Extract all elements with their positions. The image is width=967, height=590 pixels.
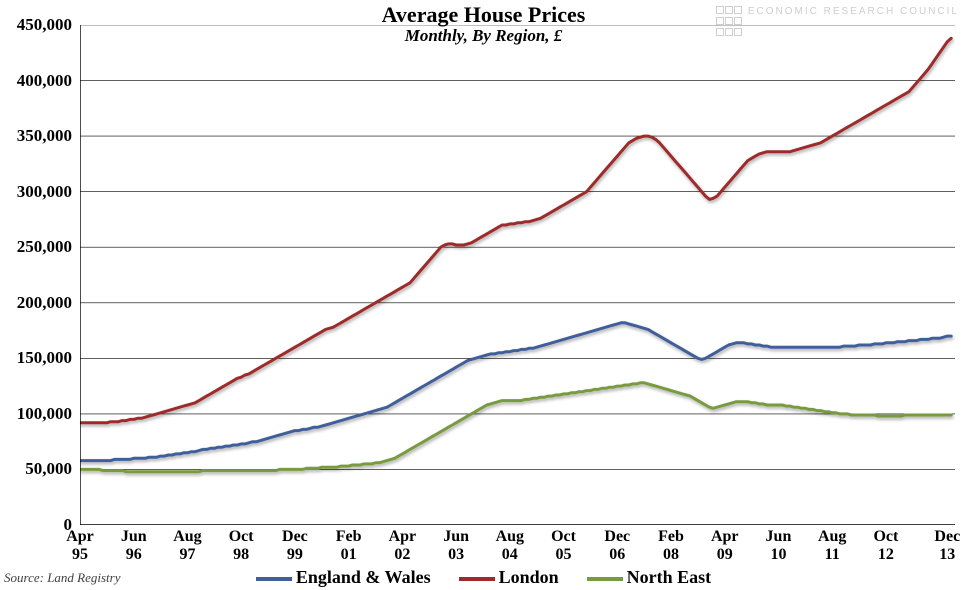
legend-label: North East <box>627 567 712 587</box>
series-england-wales <box>80 323 951 461</box>
x-tick-label: Aug97 <box>173 528 201 563</box>
legend-label: London <box>499 567 559 587</box>
chart-container: ECONOMIC RESEARCH COUNCIL Average House … <box>0 0 967 590</box>
series-london <box>80 38 951 423</box>
x-tick-label: Feb01 <box>336 528 362 563</box>
x-tick-label: Feb08 <box>658 528 684 563</box>
legend-swatch <box>587 577 623 581</box>
x-tick-label: Apr09 <box>711 528 739 563</box>
x-tick-label: Jun96 <box>121 528 147 563</box>
x-tick-label: Dec99 <box>282 528 308 563</box>
y-tick-label: 350,000 <box>17 126 72 146</box>
x-tick-label: Jun10 <box>766 528 792 563</box>
plot-area <box>80 25 955 525</box>
legend-label: England & Wales <box>296 567 431 587</box>
x-tick-label: Oct05 <box>551 528 576 563</box>
y-tick-label: 50,000 <box>25 459 72 479</box>
series-north-east <box>80 383 951 472</box>
gridlines <box>80 25 955 525</box>
y-tick-label: 400,000 <box>17 71 72 91</box>
x-tick-label: Dec13 <box>934 528 960 563</box>
y-tick-label: 250,000 <box>17 237 72 257</box>
x-tick-label: Apr95 <box>66 528 94 563</box>
y-axis-labels: 050,000100,000150,000200,000250,000300,0… <box>0 25 76 525</box>
legend-swatch <box>256 577 292 581</box>
x-tick-label: Aug04 <box>496 528 524 563</box>
legend-item: England & Wales <box>256 567 431 588</box>
x-tick-label: Aug11 <box>818 528 846 563</box>
series-lines <box>80 38 951 471</box>
x-tick-label: Jun03 <box>443 528 469 563</box>
axes <box>80 25 955 525</box>
legend-item: North East <box>587 567 712 588</box>
y-tick-label: 100,000 <box>17 404 72 424</box>
x-tick-label: Oct98 <box>229 528 254 563</box>
y-tick-label: 150,000 <box>17 348 72 368</box>
legend-item: London <box>459 567 559 588</box>
x-tick-label: Oct12 <box>873 528 898 563</box>
x-tick-label: Dec06 <box>604 528 630 563</box>
y-tick-label: 300,000 <box>17 182 72 202</box>
legend-swatch <box>459 577 495 581</box>
x-tick-label: Apr02 <box>389 528 417 563</box>
y-tick-label: 450,000 <box>17 15 72 35</box>
y-tick-label: 200,000 <box>17 293 72 313</box>
plot-svg <box>80 25 955 525</box>
x-axis-labels: Apr95Jun96Aug97Oct98Dec99Feb01Apr02Jun03… <box>80 528 955 568</box>
legend: England & Wales London North East <box>0 567 967 588</box>
